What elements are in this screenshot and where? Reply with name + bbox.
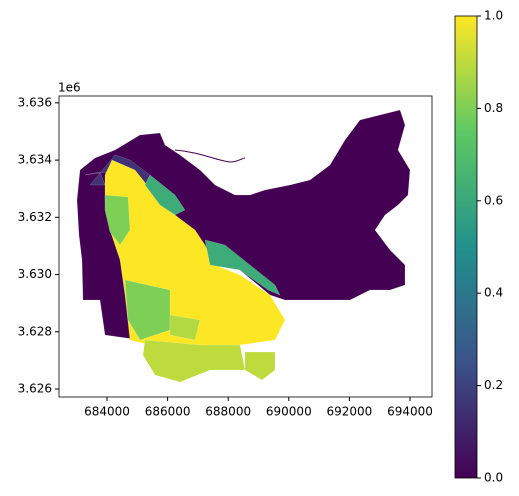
- region: [144, 174, 186, 216]
- region: [142, 339, 246, 383]
- colorbar-tick-label: 0.8: [484, 101, 503, 115]
- x-tick-label: 692000: [326, 405, 372, 419]
- y-tick-label: 3.628: [18, 324, 52, 338]
- colorbar-tick-label: 0.4: [484, 286, 503, 300]
- region: [124, 279, 171, 341]
- colorbar-tick-label: 0.2: [484, 378, 503, 392]
- y-tick-label: 3.632: [18, 210, 52, 224]
- x-tick-label: 684000: [84, 405, 130, 419]
- colorbar-tick-label: 0.0: [484, 471, 503, 485]
- x-tick-label: 688000: [205, 405, 251, 419]
- region: [244, 351, 276, 381]
- region: [204, 239, 281, 296]
- x-tick-label: 690000: [266, 405, 312, 419]
- y-tick-label: 3.630: [18, 267, 52, 281]
- y-tick-label: 3.636: [18, 95, 52, 109]
- x-tick-label: 694000: [387, 405, 433, 419]
- colorbar: [454, 15, 478, 479]
- regions: [76, 109, 411, 383]
- river: [174, 149, 246, 163]
- region: [169, 314, 201, 341]
- colorbar-tick-label: 0.6: [484, 193, 503, 207]
- x-tick-label: 686000: [145, 405, 191, 419]
- y-tick-label: 3.634: [18, 153, 52, 167]
- colorbar-tick-label: 1.0: [484, 9, 503, 23]
- y-tick-label: 3.626: [18, 381, 52, 395]
- axes-frame: [58, 95, 433, 398]
- region: [104, 194, 131, 246]
- offset-label: 1e6: [58, 81, 81, 95]
